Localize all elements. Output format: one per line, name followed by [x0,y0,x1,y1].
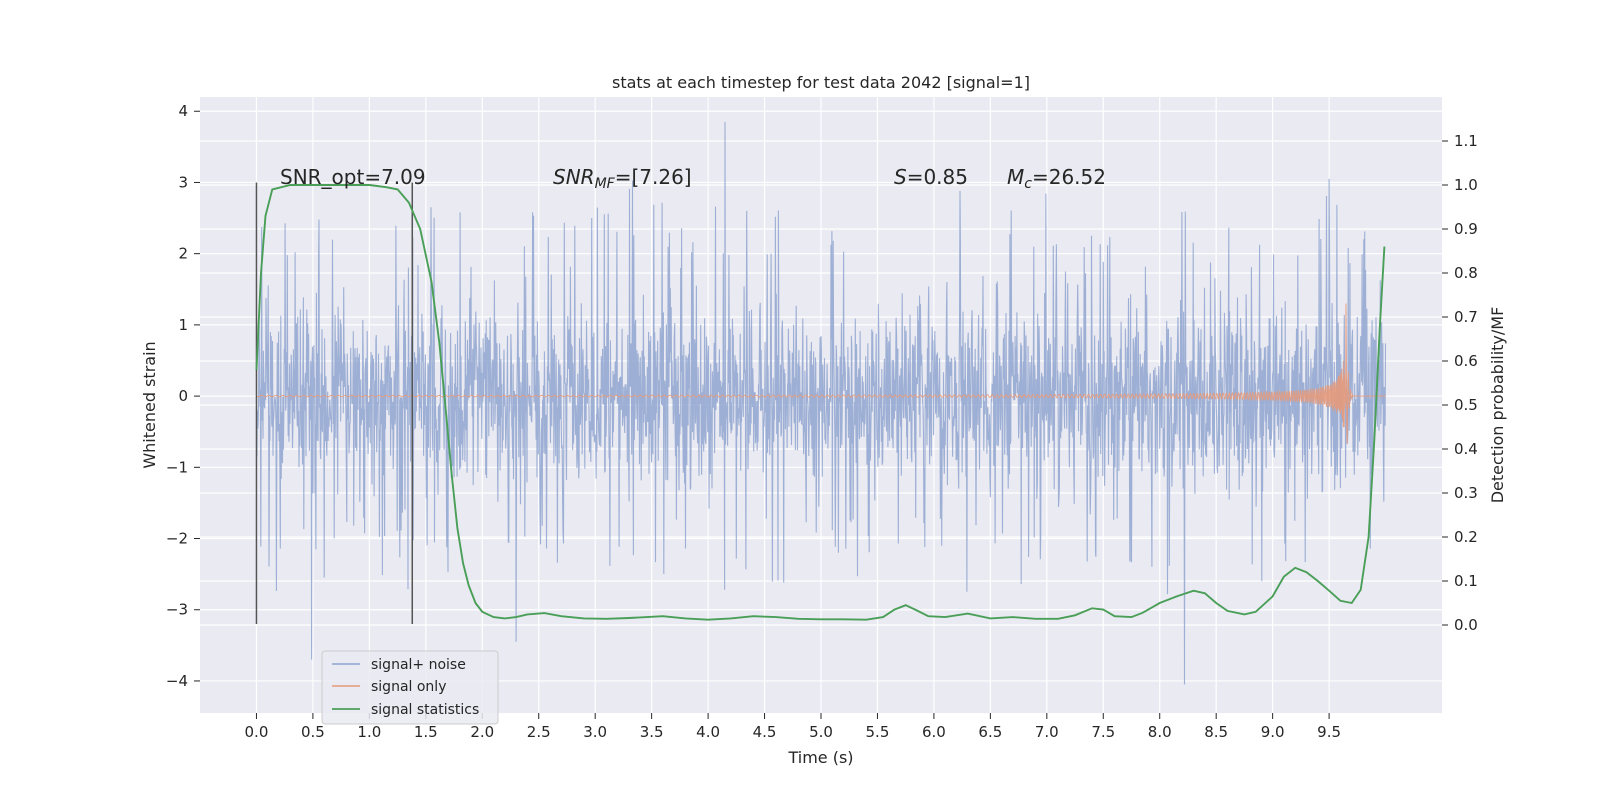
x-tick-label-5: 2.5 [527,723,551,741]
mc-sub: c [1024,176,1032,192]
x-tick-label-4: 2.0 [470,723,494,741]
y2-tick-label-10: 0.1 [1454,572,1478,590]
y2-tick-label-5: 0.6 [1454,352,1478,370]
annotation-mc: Mc=26.52 [1007,165,1106,192]
mc-rest: =26.52 [1032,165,1106,189]
x-tick-label-1: 0.5 [301,723,325,741]
y-tick-label-8: −4 [166,672,188,690]
x-tick-label-6: 3.0 [583,723,607,741]
x-axis-label: Time (s) [787,748,853,767]
x-tick-label-8: 4.0 [696,723,720,741]
y2-tick-label-0: 1.1 [1454,132,1478,150]
x-tick-label-12: 6.0 [922,723,946,741]
y-tick-label-4: 0 [178,387,188,405]
y2-tick-label-2: 0.9 [1454,220,1478,238]
annotation-s: S=0.85 [894,165,968,189]
x-tick-label-2: 1.0 [357,723,381,741]
y2-tick-label-9: 0.2 [1454,528,1478,546]
x-tick-label-11: 5.5 [866,723,890,741]
y-tick-label-5: −1 [166,458,188,476]
x-tick-label-14: 7.0 [1035,723,1059,741]
x-tick-label-16: 8.0 [1148,723,1172,741]
x-tick-label-18: 9.0 [1261,723,1285,741]
y-axis-ticks: 4 3 2 1 0 −1 −2 −3 −4 [166,102,200,690]
s-main: S [894,165,907,189]
x-tick-label-3: 1.5 [414,723,438,741]
mc-main: M [1007,165,1024,189]
y2-tick-label-4: 0.7 [1454,308,1478,326]
y-tick-label-1: 3 [178,173,188,191]
y2-axis-ticks: 1.1 1.0 0.9 0.8 0.7 0.6 0.5 0.4 0.3 0.2 0.1 0.0 [1442,132,1478,634]
y2-tick-label-6: 0.5 [1454,396,1478,414]
plot-content [255,121,1387,685]
snr-mf-main: SNR [553,165,595,189]
grid [200,97,1442,713]
x-tick-label-17: 8.5 [1204,723,1228,741]
y2-axis-label: Detection probability/MF [1488,307,1507,504]
y-tick-label-2: 2 [178,245,188,263]
legend-box [321,650,499,725]
legend-label-signal-plus-noise: signal+ noise [371,657,466,673]
x-tick-label-7: 3.5 [640,723,664,741]
annotation-snr-mf: SNRMF=[7.26] [553,165,692,192]
s-rest: =0.85 [907,165,968,189]
y-tick-label-6: −2 [166,530,188,548]
vertical-markers [255,182,414,624]
x-tick-label-10: 5.0 [809,723,833,741]
y2-tick-label-3: 0.8 [1454,264,1478,282]
y-tick-label-7: −3 [166,601,188,619]
legend-label-signal-only: signal only [371,679,446,695]
y-axis-label: Whitened strain [140,341,159,468]
series-signal-statistics [255,184,1386,621]
snr-mf-rest: =[7.26] [615,165,692,189]
x-tick-label-15: 7.5 [1091,723,1115,741]
y-tick-label-0: 4 [178,102,188,120]
x-tick-label-9: 4.5 [753,723,777,741]
y2-tick-label-1: 1.0 [1454,176,1478,194]
x-axis-ticks: 0.0 0.5 1.0 1.5 2.0 2.5 3.0 3.5 4.0 4.5 5.0 5.5 6.0 6… [245,713,1341,741]
legend: signal+ noise signal only signal statist… [321,650,499,725]
legend-label-signal-statistics: signal statistics [371,702,479,718]
y2-tick-label-8: 0.3 [1454,484,1478,502]
y2-tick-label-11: 0.0 [1454,616,1478,634]
x-tick-label-13: 6.5 [978,723,1002,741]
x-tick-label-19: 9.5 [1317,723,1341,741]
snr-mf-sub: MF [595,176,616,192]
chart-title: stats at each timestep for test data 204… [612,73,1030,92]
annotation-snr-opt: SNR_opt=7.09 [280,165,426,189]
y-tick-label-3: 1 [178,316,188,334]
x-tick-label-0: 0.0 [245,723,269,741]
y2-tick-label-7: 0.4 [1454,440,1478,458]
